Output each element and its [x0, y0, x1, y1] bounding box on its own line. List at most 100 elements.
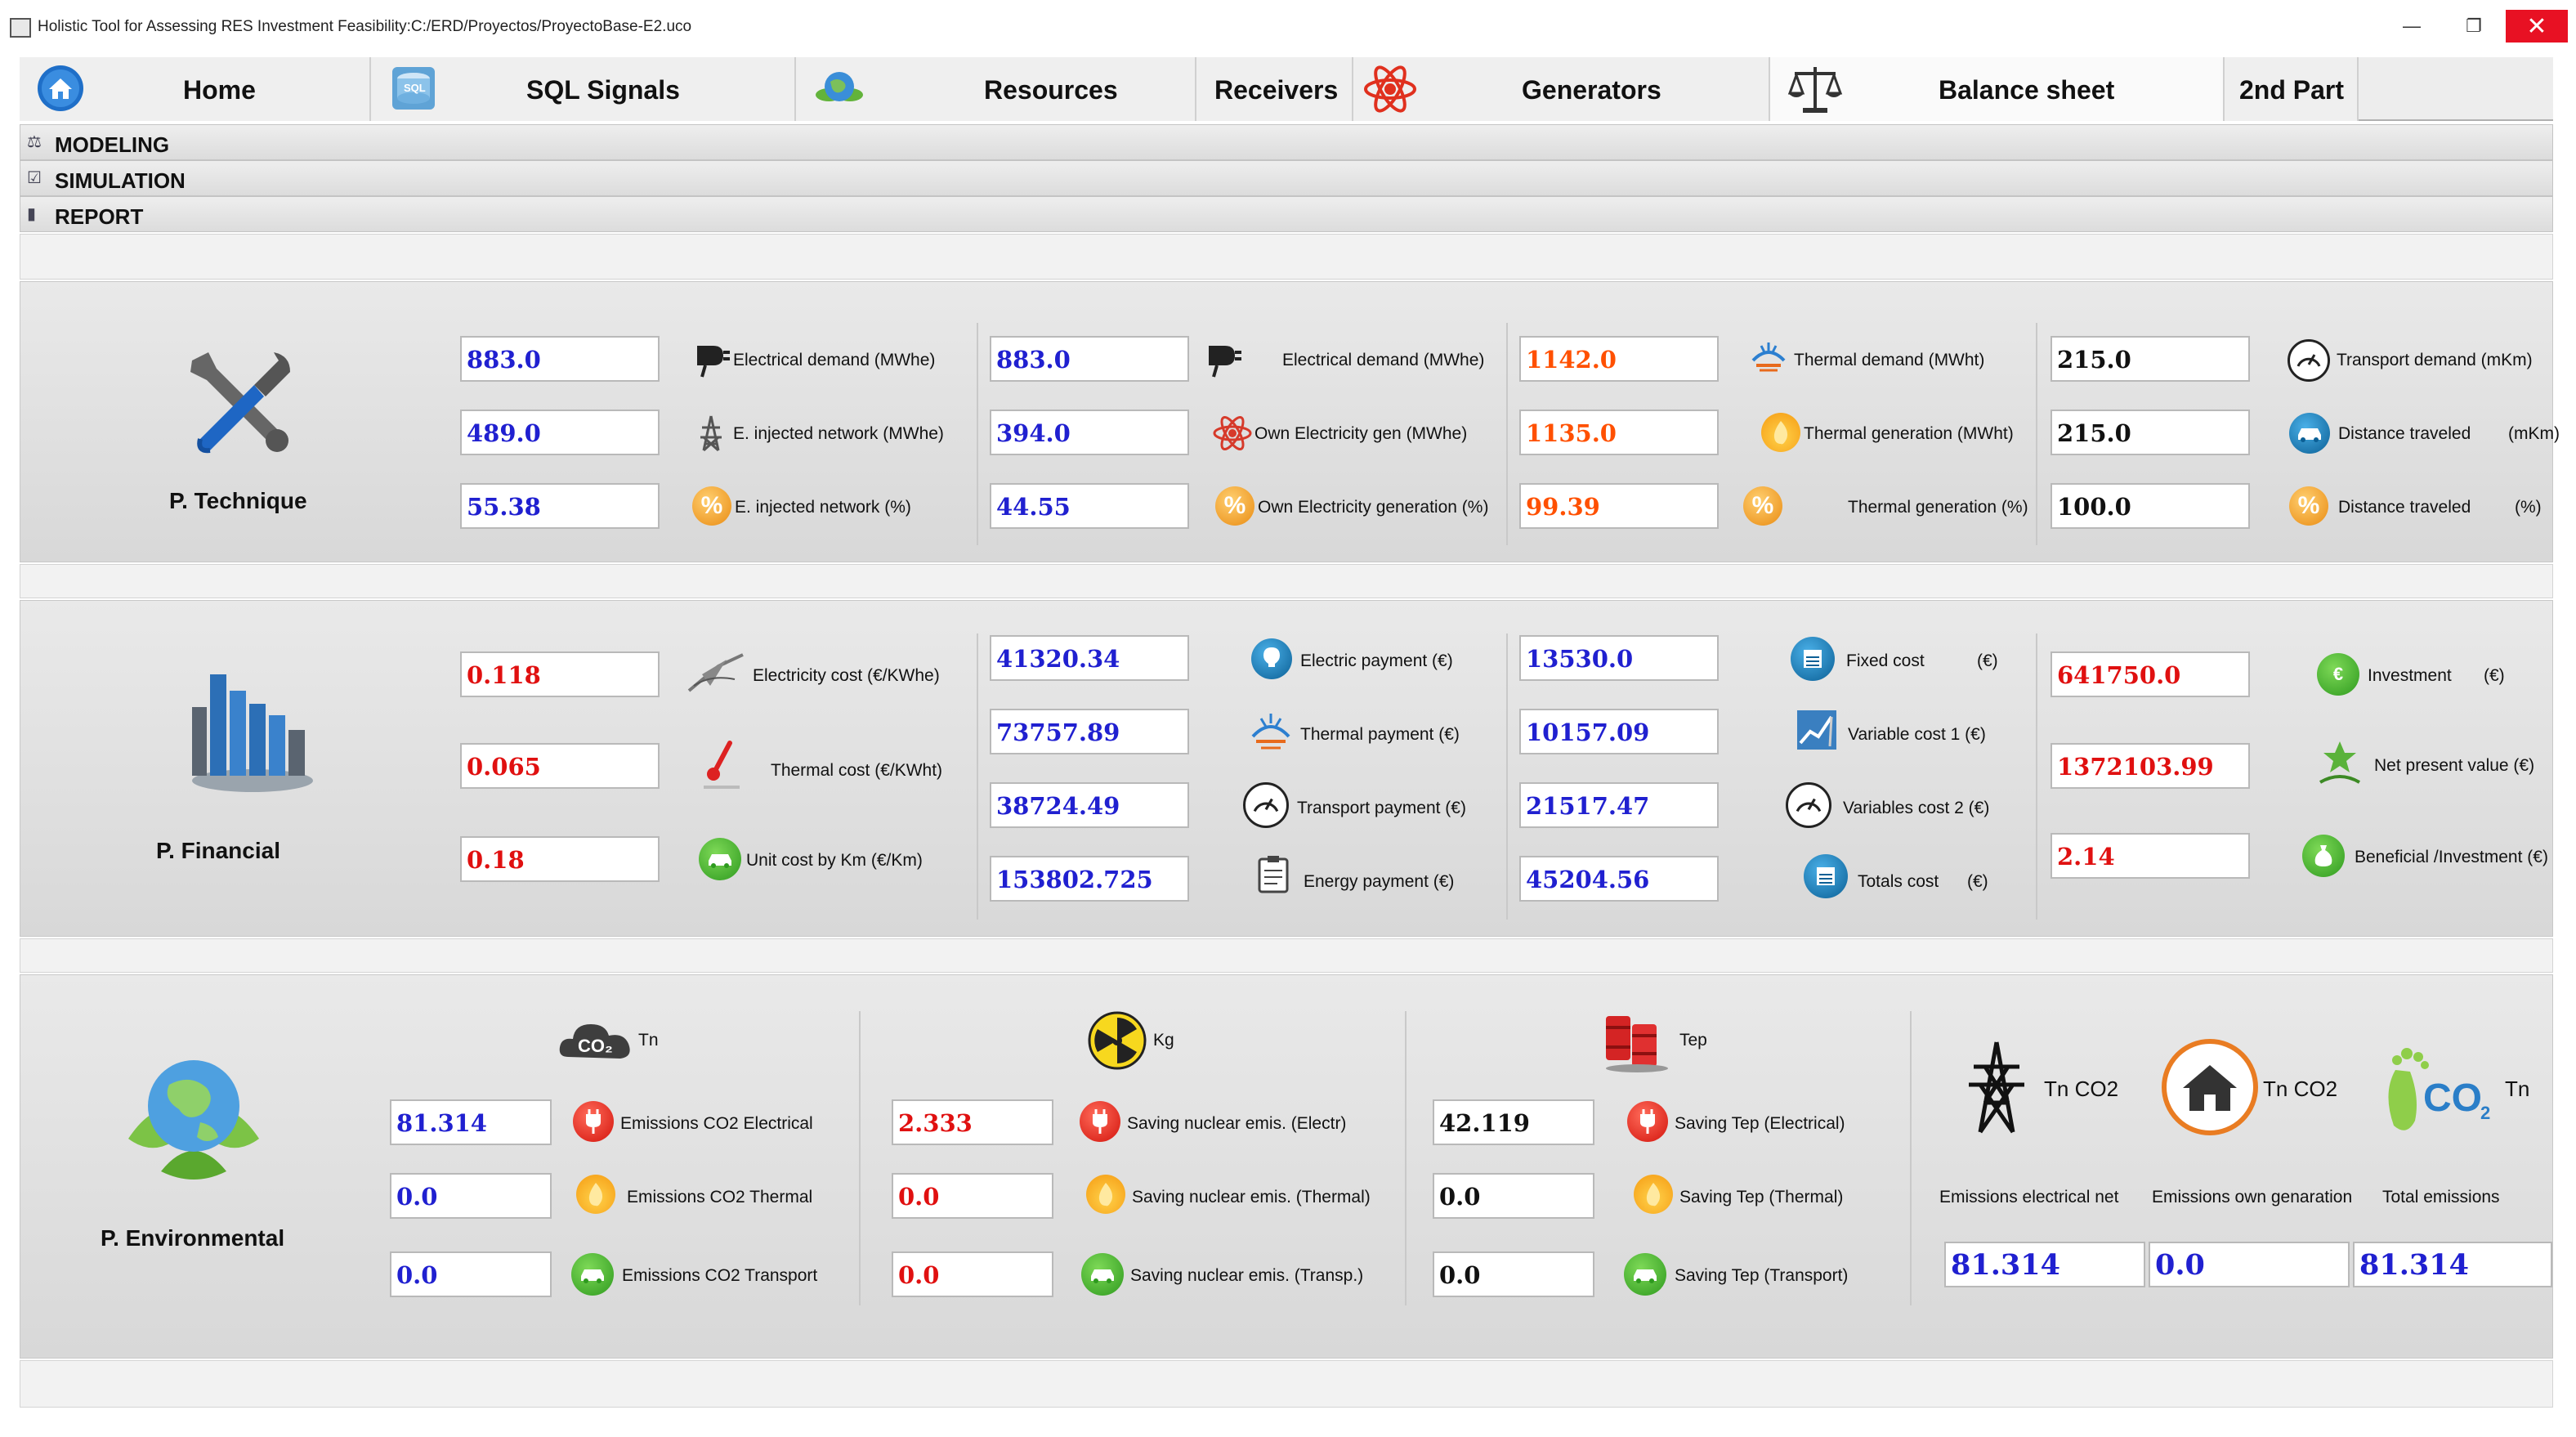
tab-home[interactable]: Home — [20, 57, 371, 121]
total-emissions-value[interactable]: 81.314 — [2353, 1242, 2552, 1287]
beneficial-investment-value[interactable]: 2.14 — [2051, 833, 2250, 879]
investment-value[interactable]: 641750.0 — [2051, 651, 2250, 697]
investment-label: Investment — [2368, 666, 2452, 685]
sql-database-icon: SQL — [392, 67, 435, 110]
column-divider — [1910, 1011, 1912, 1305]
e-injected-network-pct-label: E. injected network (%) — [735, 498, 911, 517]
column-divider — [2036, 633, 2037, 920]
thermal-generation-value[interactable]: 1135.0 — [1519, 410, 1719, 455]
emissions-own-generation-unit: Tn CO2 — [2263, 1077, 2338, 1101]
unit-cost-km-label: Unit cost by Km (€/Km) — [746, 851, 923, 870]
tab-sql-signals[interactable]: SQL SQL Signals — [371, 57, 796, 121]
electrical-demand-2-value[interactable]: 883.0 — [990, 336, 1189, 382]
transport-payment-value[interactable]: 38724.49 — [990, 782, 1189, 828]
panel-gap — [20, 938, 2553, 973]
variables-cost-2-value[interactable]: 21517.47 — [1519, 782, 1719, 828]
investment-unit: (€) — [2484, 666, 2505, 685]
unit-cost-km-value[interactable]: 0.18 — [460, 836, 660, 882]
flame-icon — [1086, 1175, 1125, 1214]
saving-nuclear-thermal-value[interactable]: 0.0 — [892, 1173, 1053, 1219]
tab-2nd-part[interactable]: 2nd Part — [2225, 57, 2359, 121]
emissions-co2-transport-label: Emissions CO2 Transport — [622, 1266, 818, 1285]
thermal-demand-value[interactable]: 1142.0 — [1519, 336, 1719, 382]
emissions-electrical-net-value[interactable]: 81.314 — [1944, 1242, 2145, 1287]
beneficial-investment-label: Beneficial /Investment (€) — [2355, 848, 2548, 866]
own-electricity-gen-pct-label: Own Electricity generation (%) — [1258, 498, 1489, 517]
tab-balance-sheet-label: Balance sheet — [1939, 75, 2115, 105]
saving-nuclear-transp-value[interactable]: 0.0 — [892, 1251, 1053, 1297]
section-report[interactable]: ▮ REPORT — [20, 196, 2553, 232]
thermometer-icon — [704, 741, 740, 789]
column-divider — [1506, 633, 1508, 920]
speedometer-icon — [1243, 782, 1289, 828]
emissions-co2-transport-value[interactable]: 0.0 — [390, 1251, 552, 1297]
saving-tep-electrical-value[interactable]: 42.119 — [1433, 1099, 1594, 1145]
tab-resources[interactable]: Resources — [796, 57, 1196, 121]
footprint-co2-icon: CO 2 — [2388, 1048, 2490, 1130]
e-injected-network-pct-value[interactable]: 55.38 — [460, 483, 660, 529]
variable-cost-1-value[interactable]: 10157.09 — [1519, 709, 1719, 754]
totals-cost-value[interactable]: 45204.56 — [1519, 856, 1719, 902]
distance-traveled-pct-value[interactable]: 100.0 — [2051, 483, 2250, 529]
electricity-cost-value[interactable]: 0.118 — [460, 651, 660, 697]
saving-tep-thermal-value[interactable]: 0.0 — [1433, 1173, 1594, 1219]
thermal-cost-label: Thermal cost (€/KWht) — [771, 761, 943, 780]
electric-payment-label: Electric payment (€) — [1300, 651, 1453, 670]
percent-icon: % — [2289, 486, 2328, 526]
emissions-co2-electrical-value[interactable]: 81.314 — [390, 1099, 552, 1145]
home-icon — [38, 65, 83, 111]
net-present-value-label: Net present value (€) — [2374, 756, 2535, 775]
saving-tep-electrical-label: Saving Tep (Electrical) — [1675, 1114, 1845, 1133]
nuclear-unit: Kg — [1153, 1031, 1174, 1050]
atom-icon — [1364, 65, 1416, 113]
own-electricity-gen-value[interactable]: 394.0 — [990, 410, 1189, 455]
maximize-button[interactable]: ❐ — [2466, 16, 2482, 36]
section-modeling[interactable]: ⚖ MODELING — [20, 124, 2553, 160]
globe-icon — [816, 72, 863, 101]
thermal-cost-value[interactable]: 0.065 — [460, 743, 660, 789]
e-injected-network-label: E. injected network (MWhe) — [733, 424, 944, 443]
radiation-icon — [1088, 1011, 1147, 1070]
heat-icon — [1751, 342, 1786, 372]
euro-coin-icon: € — [2317, 653, 2359, 696]
tab-generators-label: Generators — [1522, 75, 1661, 105]
window-title: Holistic Tool for Assessing RES Investme… — [38, 18, 692, 35]
column-divider — [2036, 323, 2037, 545]
tab-balance-sheet[interactable]: Balance sheet — [1770, 57, 2225, 121]
thermal-generation-pct-value[interactable]: 99.39 — [1519, 483, 1719, 529]
svg-text:2: 2 — [2480, 1103, 2490, 1123]
net-present-value-value[interactable]: 1372103.99 — [2051, 743, 2250, 789]
energy-payment-value[interactable]: 153802.725 — [990, 856, 1189, 902]
flame-icon — [576, 1175, 615, 1214]
e-injected-network-value[interactable]: 489.0 — [460, 410, 660, 455]
emissions-own-generation-value[interactable]: 0.0 — [2149, 1242, 2350, 1287]
tab-resources-label: Resources — [984, 75, 1118, 105]
fixed-cost-value[interactable]: 13530.0 — [1519, 635, 1719, 681]
car-icon — [699, 838, 741, 880]
saving-nuclear-electr-value[interactable]: 2.333 — [892, 1099, 1053, 1145]
tab-2nd-part-label: 2nd Part — [2239, 75, 2345, 105]
emissions-co2-thermal-value[interactable]: 0.0 — [390, 1173, 552, 1219]
atom-icon — [1213, 416, 1252, 450]
car-icon — [1624, 1253, 1666, 1296]
tab-generators[interactable]: Generators — [1353, 57, 1770, 121]
minimize-button[interactable]: — — [2403, 16, 2421, 36]
saving-tep-transport-value[interactable]: 0.0 — [1433, 1251, 1594, 1297]
electrical-demand-2-label: Electrical demand (MWhe) — [1282, 351, 1485, 369]
transport-demand-label: Transport demand (mKm) — [2337, 351, 2533, 369]
oil-barrels-icon — [1606, 1016, 1668, 1072]
tab-receivers[interactable]: Receivers — [1196, 57, 1353, 121]
close-button[interactable]: ✕ — [2506, 10, 2568, 43]
distance-traveled-value[interactable]: 215.0 — [2051, 410, 2250, 455]
plug-icon — [1209, 346, 1241, 378]
thermal-payment-value[interactable]: 73757.89 — [990, 709, 1189, 754]
car-icon — [1081, 1253, 1124, 1296]
section-simulation[interactable]: ☑ SIMULATION — [20, 160, 2553, 196]
transport-demand-value[interactable]: 215.0 — [2051, 336, 2250, 382]
electrical-demand-value[interactable]: 883.0 — [460, 336, 660, 382]
transmission-tower-icon — [700, 415, 722, 452]
own-electricity-gen-pct-value[interactable]: 44.55 — [990, 483, 1189, 529]
panel-gap — [20, 564, 2553, 598]
panel-financial: P. Financial 0.118 0.065 0.18 Electricit… — [20, 600, 2553, 937]
electric-payment-value[interactable]: 41320.34 — [990, 635, 1189, 681]
